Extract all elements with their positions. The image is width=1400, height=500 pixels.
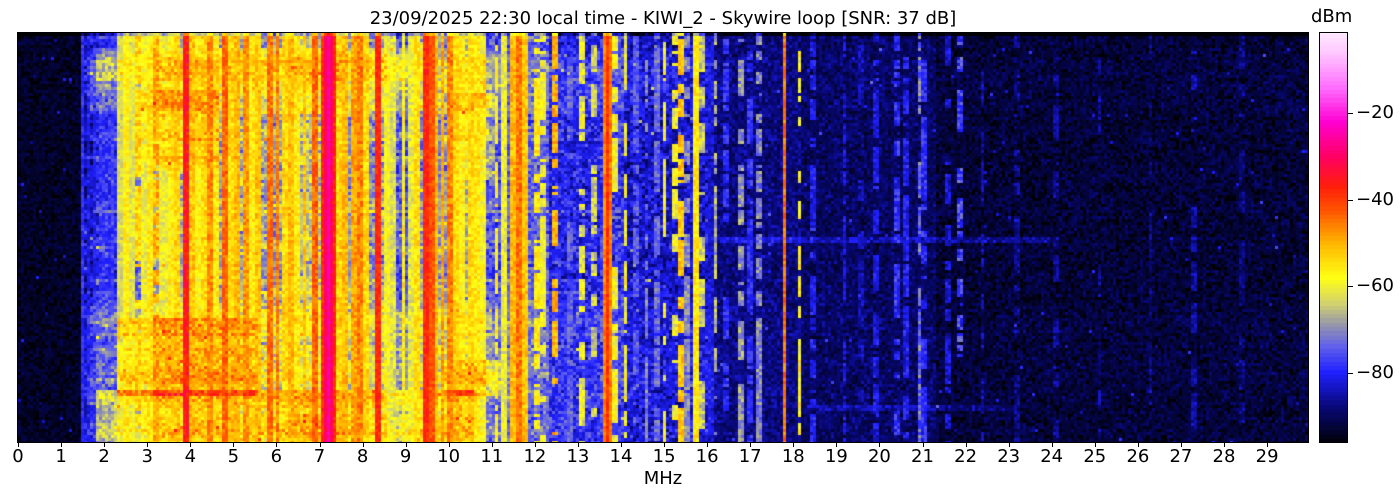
x-tick-mark-17 <box>750 443 752 447</box>
x-tick-label-10: 10 <box>437 446 461 467</box>
x-tick-label-24: 24 <box>1040 446 1064 467</box>
x-tick-label-1: 1 <box>55 446 67 467</box>
x-tick-mark-10 <box>448 443 450 447</box>
x-tick-mark-16 <box>707 443 709 447</box>
x-tick-mark-15 <box>664 443 666 447</box>
x-tick-label-18: 18 <box>781 446 805 467</box>
x-tick-mark-24 <box>1051 443 1053 447</box>
x-tick-label-19: 19 <box>824 446 848 467</box>
x-tick-mark-23 <box>1008 443 1010 447</box>
x-tick-label-5: 5 <box>227 446 240 467</box>
x-tick-mark-11 <box>491 443 493 447</box>
x-tick-label-26: 26 <box>1126 446 1150 467</box>
x-tick-mark-2 <box>104 443 106 447</box>
colorbar-tick-mark--20 <box>1348 113 1353 115</box>
x-tick-label-17: 17 <box>738 446 762 467</box>
colorbar-unit-label: dBm <box>1311 6 1353 27</box>
colorbar-tick-label--40: −40 <box>1356 188 1394 210</box>
x-tick-mark-5 <box>233 443 235 447</box>
x-tick-mark-12 <box>534 443 536 447</box>
x-tick-label-28: 28 <box>1212 446 1236 467</box>
x-tick-label-11: 11 <box>480 446 504 467</box>
x-tick-mark-4 <box>190 443 192 447</box>
x-tick-label-25: 25 <box>1083 446 1107 467</box>
x-tick-label-23: 23 <box>997 446 1021 467</box>
colorbar <box>1319 32 1348 443</box>
x-tick-mark-22 <box>965 443 967 447</box>
colorbar-tick-label--20: −20 <box>1356 102 1394 124</box>
x-tick-mark-18 <box>793 443 795 447</box>
x-tick-mark-14 <box>621 443 622 447</box>
x-tick-mark-13 <box>577 443 579 447</box>
x-tick-mark-28 <box>1224 443 1225 447</box>
x-tick-mark-0 <box>18 443 19 447</box>
x-tick-label-12: 12 <box>523 446 547 467</box>
x-tick-mark-8 <box>362 443 364 447</box>
x-tick-label-6: 6 <box>270 446 283 467</box>
x-tick-label-0: 0 <box>12 446 24 467</box>
colorbar-tick-mark--80 <box>1348 372 1353 374</box>
x-tick-mark-25 <box>1094 443 1096 447</box>
x-tick-label-4: 4 <box>184 446 197 467</box>
x-tick-mark-21 <box>922 443 924 447</box>
colorbar-tick-mark--40 <box>1348 199 1353 201</box>
x-tick-mark-26 <box>1137 443 1139 447</box>
chart-title: 23/09/2025 22:30 local time - KIWI_2 - S… <box>369 8 957 29</box>
colorbar-tick-label--60: −60 <box>1356 275 1394 297</box>
x-tick-mark-29 <box>1267 443 1269 447</box>
x-tick-label-20: 20 <box>867 446 891 467</box>
x-tick-mark-20 <box>879 443 881 447</box>
x-tick-label-8: 8 <box>356 446 369 467</box>
x-tick-mark-19 <box>836 443 838 447</box>
colorbar-canvas <box>1320 33 1347 442</box>
x-tick-label-29: 29 <box>1255 446 1279 467</box>
x-tick-label-16: 16 <box>695 446 719 467</box>
x-tick-mark-27 <box>1180 443 1182 447</box>
x-tick-mark-1 <box>61 443 63 447</box>
colorbar-tick-mark--60 <box>1348 286 1353 288</box>
x-tick-label-3: 3 <box>141 446 153 467</box>
x-tick-label-22: 22 <box>954 446 978 467</box>
waterfall-plot-area <box>17 32 1309 443</box>
x-tick-label-13: 13 <box>566 446 590 467</box>
x-tick-label-9: 9 <box>399 446 412 467</box>
x-tick-mark-9 <box>405 443 407 447</box>
waterfall-canvas <box>18 33 1308 442</box>
x-axis-label: MHz <box>643 468 683 489</box>
colorbar-tick-label--80: −80 <box>1356 361 1394 383</box>
x-tick-label-2: 2 <box>98 446 110 467</box>
x-tick-mark-6 <box>276 443 278 447</box>
x-tick-label-7: 7 <box>313 446 326 467</box>
x-tick-label-27: 27 <box>1169 446 1193 467</box>
x-tick-mark-3 <box>147 443 149 447</box>
x-tick-mark-7 <box>319 443 321 447</box>
x-tick-label-14: 14 <box>609 446 633 467</box>
x-tick-label-21: 21 <box>911 446 934 467</box>
x-tick-label-15: 15 <box>652 446 676 467</box>
